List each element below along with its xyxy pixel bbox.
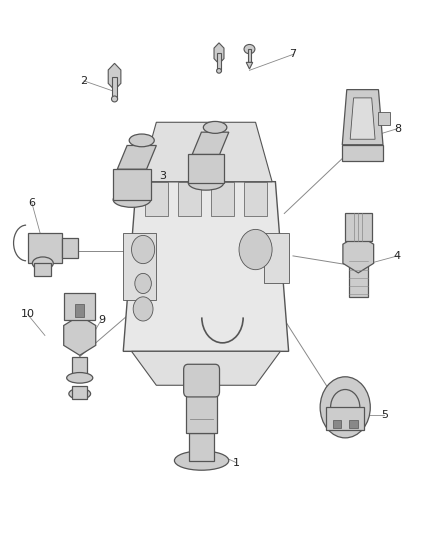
Bar — [72, 357, 87, 378]
Bar — [178, 182, 201, 216]
Text: 6: 6 — [28, 198, 35, 208]
Bar — [378, 112, 390, 125]
Bar — [35, 263, 51, 276]
Text: 3: 3 — [159, 172, 166, 181]
Bar — [349, 259, 367, 297]
Bar — [264, 232, 289, 284]
Polygon shape — [64, 316, 96, 356]
Bar — [211, 182, 234, 216]
Circle shape — [239, 229, 272, 270]
Bar — [64, 293, 95, 319]
Polygon shape — [246, 62, 253, 69]
FancyBboxPatch shape — [184, 364, 219, 397]
Ellipse shape — [129, 134, 154, 147]
Bar — [217, 53, 221, 71]
Text: 7: 7 — [290, 50, 297, 59]
Text: 1: 1 — [233, 458, 240, 467]
Ellipse shape — [174, 451, 229, 470]
Polygon shape — [123, 182, 289, 351]
Bar — [186, 392, 217, 433]
Bar — [333, 420, 341, 427]
Ellipse shape — [67, 373, 93, 383]
Polygon shape — [140, 122, 272, 182]
Text: 2: 2 — [81, 76, 88, 86]
Polygon shape — [131, 351, 280, 385]
Bar — [123, 232, 156, 301]
Ellipse shape — [188, 176, 223, 190]
Bar — [244, 182, 267, 216]
Ellipse shape — [32, 257, 53, 270]
Ellipse shape — [112, 96, 117, 102]
Circle shape — [320, 377, 370, 438]
Ellipse shape — [217, 69, 221, 73]
Text: 4: 4 — [394, 251, 401, 261]
Bar — [350, 420, 358, 427]
Ellipse shape — [69, 389, 91, 399]
Polygon shape — [117, 146, 156, 169]
Polygon shape — [350, 98, 375, 139]
Ellipse shape — [203, 122, 227, 133]
Bar — [345, 213, 372, 241]
Bar — [326, 407, 364, 430]
Circle shape — [133, 297, 153, 321]
Bar — [113, 169, 151, 200]
Polygon shape — [343, 235, 374, 273]
Circle shape — [135, 273, 152, 294]
Text: 8: 8 — [394, 124, 401, 134]
Bar — [62, 238, 78, 258]
Bar — [72, 386, 87, 399]
Polygon shape — [192, 132, 229, 155]
Polygon shape — [342, 145, 383, 161]
Bar — [112, 77, 117, 99]
Text: 10: 10 — [21, 309, 35, 319]
Bar — [28, 233, 62, 263]
Ellipse shape — [244, 44, 255, 54]
Circle shape — [131, 236, 155, 264]
Bar — [189, 433, 214, 461]
Polygon shape — [214, 43, 224, 64]
Bar — [145, 182, 168, 216]
Text: 5: 5 — [381, 410, 388, 420]
Polygon shape — [108, 63, 121, 90]
Polygon shape — [342, 90, 383, 145]
Bar — [75, 304, 84, 317]
Bar — [188, 155, 223, 183]
Bar — [247, 49, 251, 62]
Text: 9: 9 — [98, 314, 105, 325]
Circle shape — [331, 390, 360, 425]
Ellipse shape — [113, 192, 151, 207]
